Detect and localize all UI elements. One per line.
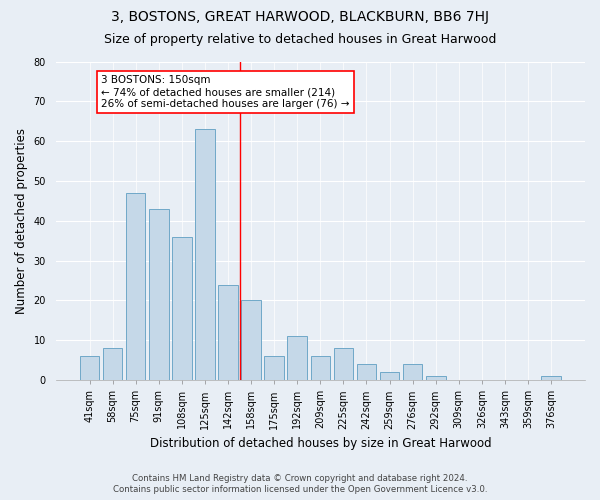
Text: 3 BOSTONS: 150sqm
← 74% of detached houses are smaller (214)
26% of semi-detache: 3 BOSTONS: 150sqm ← 74% of detached hous… bbox=[101, 76, 350, 108]
Bar bbox=[218, 284, 238, 380]
Bar bbox=[241, 300, 261, 380]
Y-axis label: Number of detached properties: Number of detached properties bbox=[15, 128, 28, 314]
Bar bbox=[103, 348, 122, 380]
Bar bbox=[541, 376, 561, 380]
Bar bbox=[80, 356, 100, 380]
Bar bbox=[403, 364, 422, 380]
Bar bbox=[311, 356, 330, 380]
Bar bbox=[149, 209, 169, 380]
X-axis label: Distribution of detached houses by size in Great Harwood: Distribution of detached houses by size … bbox=[149, 437, 491, 450]
Text: Contains HM Land Registry data © Crown copyright and database right 2024.
Contai: Contains HM Land Registry data © Crown c… bbox=[113, 474, 487, 494]
Bar bbox=[334, 348, 353, 380]
Bar bbox=[172, 237, 191, 380]
Bar bbox=[195, 129, 215, 380]
Text: Size of property relative to detached houses in Great Harwood: Size of property relative to detached ho… bbox=[104, 32, 496, 46]
Bar bbox=[356, 364, 376, 380]
Bar bbox=[126, 193, 145, 380]
Bar bbox=[287, 336, 307, 380]
Text: 3, BOSTONS, GREAT HARWOOD, BLACKBURN, BB6 7HJ: 3, BOSTONS, GREAT HARWOOD, BLACKBURN, BB… bbox=[111, 10, 489, 24]
Bar bbox=[380, 372, 400, 380]
Bar bbox=[426, 376, 446, 380]
Bar bbox=[265, 356, 284, 380]
